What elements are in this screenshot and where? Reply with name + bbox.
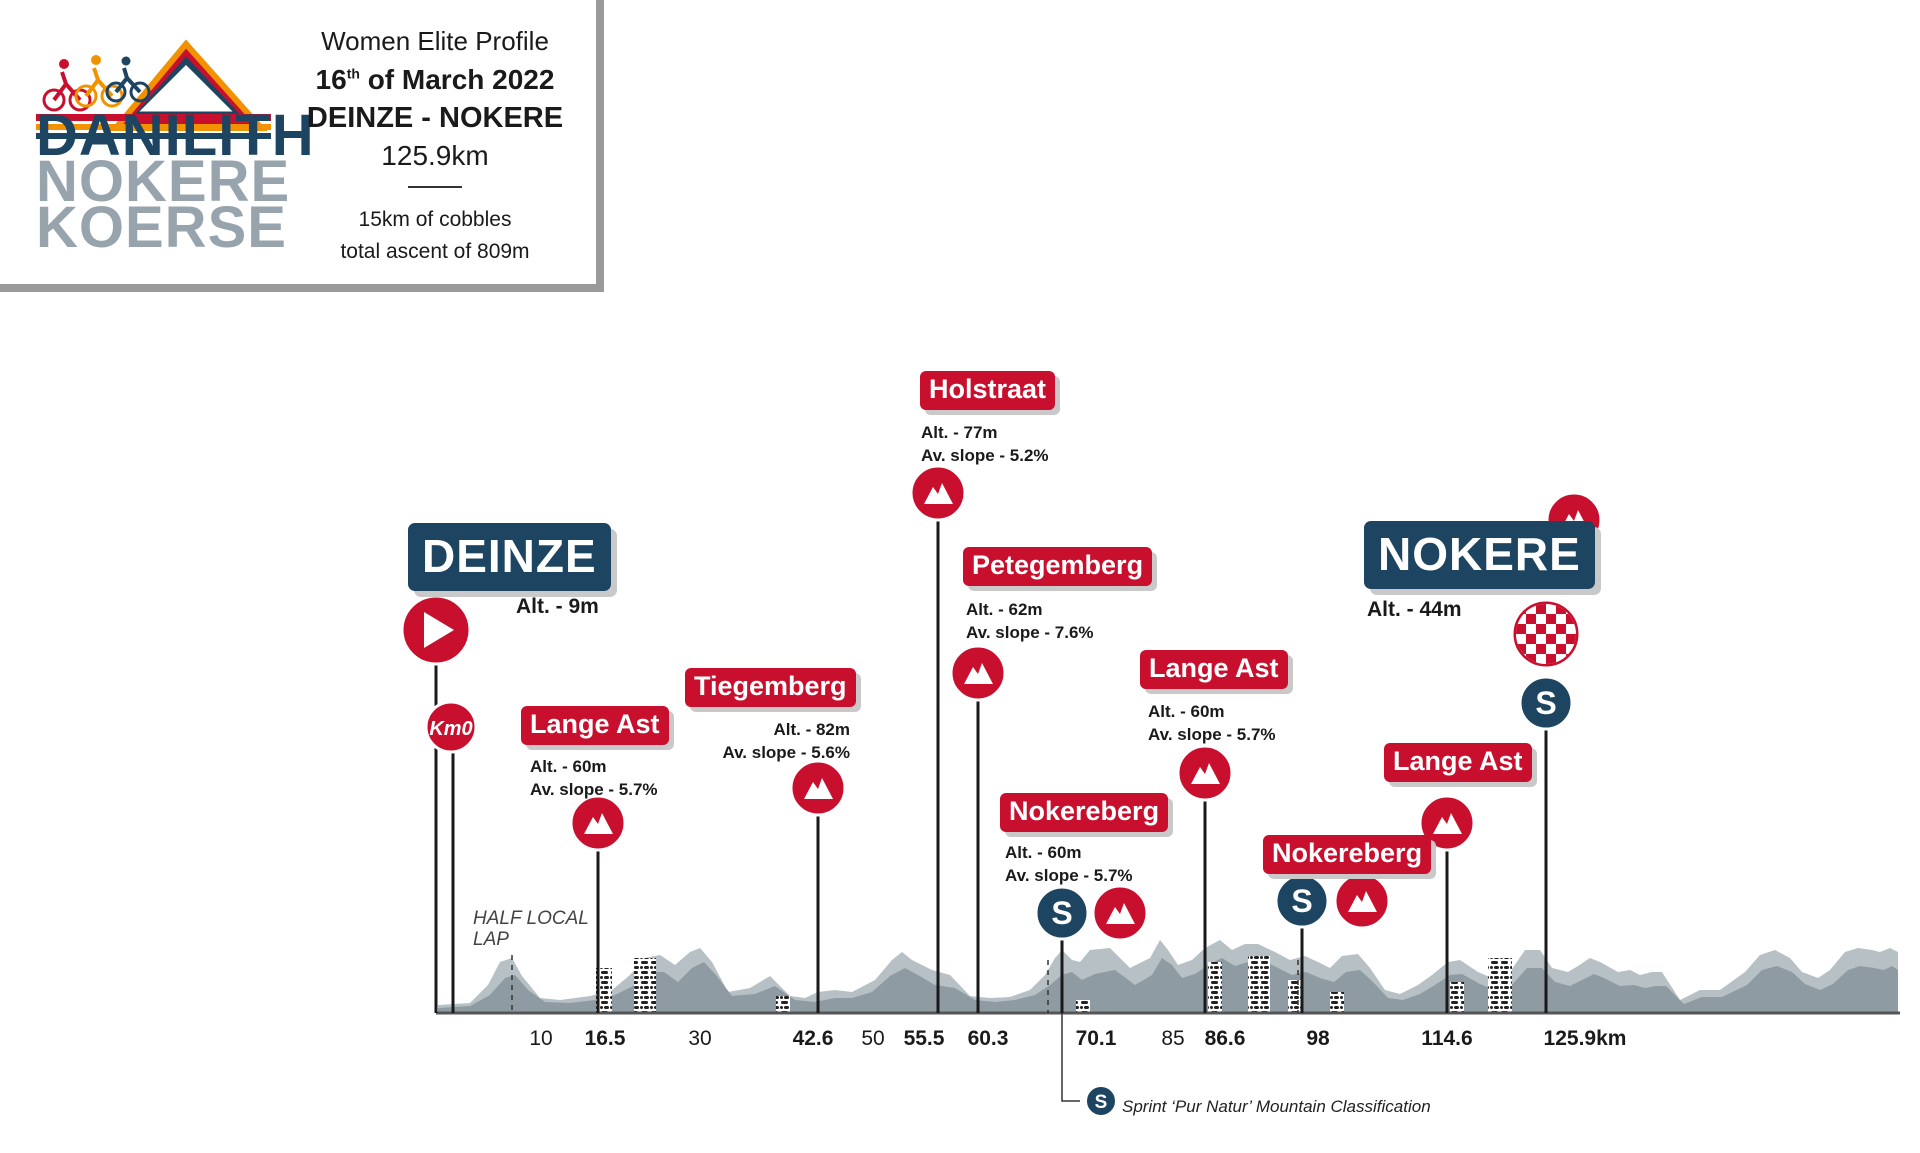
finish-city-tag: NOKERE bbox=[1364, 521, 1595, 589]
km-marker: 86.6 bbox=[1204, 1027, 1246, 1050]
mountain-icon bbox=[789, 759, 847, 817]
svg-text:S: S bbox=[1291, 883, 1312, 919]
race-date: 16th of March 2022 bbox=[300, 64, 570, 96]
race-route: DEINZE - NOKERE bbox=[306, 102, 564, 134]
climb-stats-petegemberg: Alt. - 62m Av. slope - 7.6% bbox=[966, 600, 1094, 642]
ascent-info: total ascent of 809m bbox=[340, 240, 530, 263]
mountain-icon bbox=[1176, 744, 1234, 802]
climb-stats-lange-ast-2: Alt. - 60m Av. slope - 5.7% bbox=[1148, 702, 1276, 744]
poles bbox=[434, 520, 1548, 1013]
km-marker: 85 bbox=[1161, 1027, 1185, 1050]
km-marker: 10 bbox=[529, 1027, 553, 1050]
mountain-icon bbox=[1418, 794, 1476, 852]
climb-tag-lange-ast-2: Lange Ast bbox=[1140, 650, 1288, 689]
legend-sprint-icon: S bbox=[1085, 1085, 1117, 1117]
climb-tag-holstraat: Holstraat bbox=[920, 371, 1056, 410]
km-marker: 60.3 bbox=[967, 1027, 1009, 1050]
finish-altitude: Alt. - 44m bbox=[1367, 598, 1462, 621]
race-distance: 125.9km bbox=[381, 140, 489, 171]
mountain-icon bbox=[909, 464, 967, 522]
climb-tag-lange-ast-1: Lange Ast bbox=[521, 706, 669, 745]
climb-stats-tiegemberg: Alt. - 82m Av. slope - 5.6% bbox=[722, 720, 850, 762]
svg-text:S: S bbox=[1095, 1092, 1108, 1113]
cobble-sectors bbox=[596, 956, 1512, 1013]
legend-connector bbox=[1061, 1013, 1080, 1102]
svg-text:S: S bbox=[1535, 685, 1556, 721]
mountain-icon bbox=[569, 794, 627, 852]
logo-word-danilith: DANILITH bbox=[36, 103, 315, 168]
profile-front-layer bbox=[438, 958, 1898, 1013]
km-marker: 30 bbox=[688, 1027, 712, 1050]
logo-word-nokere: NOKERE bbox=[36, 149, 291, 214]
date-suffix: th bbox=[346, 65, 360, 82]
climb-tag-lange-ast-3: Lange Ast bbox=[1384, 743, 1532, 782]
km-marker: 16.5 bbox=[584, 1027, 626, 1050]
km-marker: 50 bbox=[861, 1027, 885, 1050]
divider bbox=[408, 186, 462, 188]
finish-flag-icon bbox=[1510, 598, 1582, 670]
climb-tag-petegemberg: Petegemberg bbox=[963, 547, 1153, 586]
svg-text:S: S bbox=[1051, 895, 1072, 931]
sprint-icon: S bbox=[1274, 873, 1330, 929]
race-category: Women Elite Profile bbox=[321, 26, 549, 56]
km0-icon: Km0 bbox=[424, 700, 478, 754]
km-marker: 55.5 bbox=[903, 1027, 945, 1050]
header-card: DANILITH NOKERE KOERSE Women Elite Profi… bbox=[0, 0, 604, 292]
km-marker: 42.6 bbox=[792, 1027, 834, 1050]
climb-stats-lange-ast-1: Alt. - 60m Av. slope - 5.7% bbox=[530, 757, 658, 799]
climb-tag-nokereberg-1: Nokereberg bbox=[1000, 793, 1169, 832]
legend-text: Sprint ‘Pur Natur’ Mountain Classificati… bbox=[1122, 1097, 1431, 1116]
km-marker: 125.9km bbox=[1543, 1027, 1627, 1050]
climb-stats-holstraat: Alt. - 77m Av. slope - 5.2% bbox=[921, 423, 1049, 465]
climb-tag-nokereberg-2: Nokereberg bbox=[1263, 835, 1432, 874]
cobbles-info: 15km of cobbles bbox=[358, 208, 512, 231]
start-flag-icon bbox=[400, 594, 472, 666]
start-city-tag: DEINZE bbox=[408, 523, 611, 591]
logo-word-koerse: KOERSE bbox=[36, 195, 287, 260]
sprint-icon: S bbox=[1034, 885, 1090, 941]
cyclist-icon bbox=[105, 56, 151, 103]
date-rest: of March 2022 bbox=[359, 64, 555, 95]
date-day: 16 bbox=[315, 64, 347, 95]
mountain-icon bbox=[1091, 884, 1149, 942]
mountain-icon bbox=[1333, 872, 1391, 930]
logo-graphic bbox=[36, 40, 271, 139]
km-marker: 70.1 bbox=[1075, 1027, 1117, 1050]
climb-tag-tiegemberg: Tiegemberg bbox=[685, 668, 856, 707]
start-altitude: Alt. - 9m bbox=[516, 595, 599, 618]
half-lap-label: HALF LOCAL LAP bbox=[473, 908, 589, 950]
km0-label: Km0 bbox=[429, 718, 472, 740]
climb-stats-nokereberg-1: Alt. - 60m Av. slope - 5.7% bbox=[1005, 843, 1133, 885]
km-marker: 114.6 bbox=[1421, 1027, 1473, 1050]
sprint-icon: S bbox=[1518, 675, 1574, 731]
mountain-icon bbox=[949, 644, 1007, 702]
km-marker: 98 bbox=[1306, 1027, 1330, 1050]
